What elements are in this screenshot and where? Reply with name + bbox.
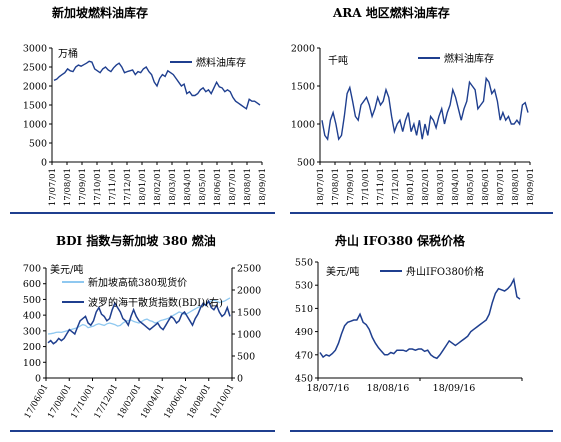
x-tick-label-p1: 18/03/01 (168, 168, 178, 206)
unit-label-p1: 万桶 (58, 47, 78, 60)
y-tick-label-p4: 510 (295, 304, 313, 315)
y-tick-label-p3: 600 (23, 279, 41, 290)
x-tick-label-p1: 18/04/01 (183, 168, 193, 206)
x-tick-label-p2: 18/07/01 (496, 168, 506, 206)
divider-left-mid (10, 212, 275, 214)
unit-label-p4: 美元/吨 (326, 265, 359, 278)
series-line-singapore (53, 60, 261, 110)
x-tick-label-p1: 18/08/01 (243, 168, 253, 206)
x-tick-label-p4: 18/08/16 (367, 383, 410, 394)
x-tick-label-p1: 17/11/01 (108, 168, 118, 206)
series-line-ara (321, 76, 529, 141)
x-tick-label-p2: 18/06/01 (481, 168, 491, 206)
y-tick-label-p4: 470 (295, 350, 313, 361)
y-right-tick-label-p3: 1000 (237, 330, 261, 341)
x-tick-label-p1: 17/09/01 (78, 168, 88, 206)
x-tick-label-p4: 18/07/16 (307, 383, 350, 394)
y-right-tick-label-p3: 2000 (237, 286, 261, 297)
y-tick-label-p4: 530 (295, 281, 313, 292)
chart-title-ara-inventory: ARA 地区燃料油库存 (333, 6, 450, 20)
y-tick-label-p4: 450 (295, 374, 313, 385)
x-tick-label-p2: 18/01/01 (406, 168, 416, 206)
unit-label-p2: 千吨 (328, 54, 348, 67)
divider-left-bottom (10, 430, 275, 432)
divider-right-mid (290, 212, 553, 214)
x-tick-label-p2: 18/08/01 (511, 168, 521, 206)
y-right-tick-label-p3: 500 (237, 352, 255, 363)
x-tick-label-p1: 18/05/01 (198, 168, 208, 206)
legend-p4-label: 舟山IFO380价格 (406, 265, 484, 278)
series-line-zhoushan (319, 277, 521, 360)
x-tick-label-p2: 18/02/01 (421, 168, 431, 206)
y-tick-label-p2: 1500 (291, 82, 315, 93)
x-tick-label-p2: 17/08/01 (331, 168, 341, 206)
x-tick-label-p2: 18/07/01 (316, 168, 326, 206)
y-tick-label-p1: 2500 (23, 63, 47, 74)
x-tick-label-p2: 18/04/01 (451, 168, 461, 206)
y-tick-label-p3: 700 (23, 264, 41, 275)
x-tick-label-p3: 18/10/01 (209, 383, 237, 421)
chart-title-singapore-inventory: 新加坡燃料油库存 (52, 6, 149, 20)
y-tick-label-p3: 0 (35, 374, 41, 385)
y-tick-label-p4: 490 (295, 327, 313, 338)
y-tick-label-p3: 200 (23, 342, 41, 353)
divider-right-bottom (290, 430, 553, 432)
x-tick-label-p4: 18/09/16 (433, 383, 476, 394)
y-tick-label-p2: 500 (297, 158, 315, 169)
legend-p2-label: 燃料油库存 (444, 52, 494, 65)
x-tick-label-p2: 17/10/01 (361, 168, 371, 206)
x-tick-label-p2: 18/05/01 (466, 168, 476, 206)
x-tick-label-p1: 18/07/01 (228, 168, 238, 206)
x-tick-label-p1: 18/06/01 (213, 168, 223, 206)
y-right-tick-label-p3: 2500 (237, 264, 261, 275)
x-tick-label-p1: 17/08/01 (63, 168, 73, 206)
y-tick-label-p1: 1500 (23, 101, 47, 112)
y-tick-label-p1: 2000 (23, 82, 47, 93)
legend-p3-bdi-label: 波罗的海干散货指数(BDI)(右) (88, 296, 223, 309)
y-tick-label-p3: 400 (23, 311, 41, 322)
unit-label-p3: 美元/吨 (50, 263, 83, 276)
x-tick-label-p2: 18/03/01 (436, 168, 446, 206)
y-right-tick-label-p3: 0 (237, 374, 243, 385)
y-tick-label-p3: 500 (23, 295, 41, 306)
x-tick-label-p2: 17/11/01 (376, 168, 386, 206)
x-tick-label-p1: 18/02/01 (153, 168, 163, 206)
y-tick-label-p2: 2000 (291, 44, 315, 55)
series-line-bdi (47, 299, 231, 345)
y-tick-label-p1: 3000 (23, 44, 47, 55)
y-tick-label-p1: 500 (29, 139, 47, 150)
x-tick-label-p1: 17/07/01 (48, 168, 58, 206)
y-tick-label-p2: 1000 (291, 120, 315, 131)
chart-title-bdi-380: BDI 指数与新加坡 380 燃油 (56, 234, 216, 248)
legend-p3-380-label: 新加坡高硫380现货价 (88, 276, 187, 289)
x-tick-label-p1: 17/12/01 (123, 168, 133, 206)
chart-title-zhoushan-ifo380: 舟山 IFO380 保税价格 (335, 234, 465, 248)
y-tick-label-p4: 550 (295, 258, 313, 269)
y-right-tick-label-p3: 1500 (237, 308, 261, 319)
x-tick-label-p1: 18/09/01 (258, 168, 268, 206)
y-tick-label-p1: 1000 (23, 120, 47, 131)
x-tick-label-p2: 17/12/01 (391, 168, 401, 206)
x-tick-label-p2: 17/09/01 (346, 168, 356, 206)
legend-p1-label: 燃料油库存 (196, 56, 246, 69)
x-tick-label-p2: 18/09/01 (526, 168, 536, 206)
x-tick-label-p1: 17/10/01 (93, 168, 103, 206)
y-tick-label-p3: 300 (23, 326, 41, 337)
y-tick-label-p1: 0 (41, 158, 47, 169)
y-tick-label-p3: 100 (23, 358, 41, 369)
x-tick-label-p1: 18/01/01 (138, 168, 148, 206)
